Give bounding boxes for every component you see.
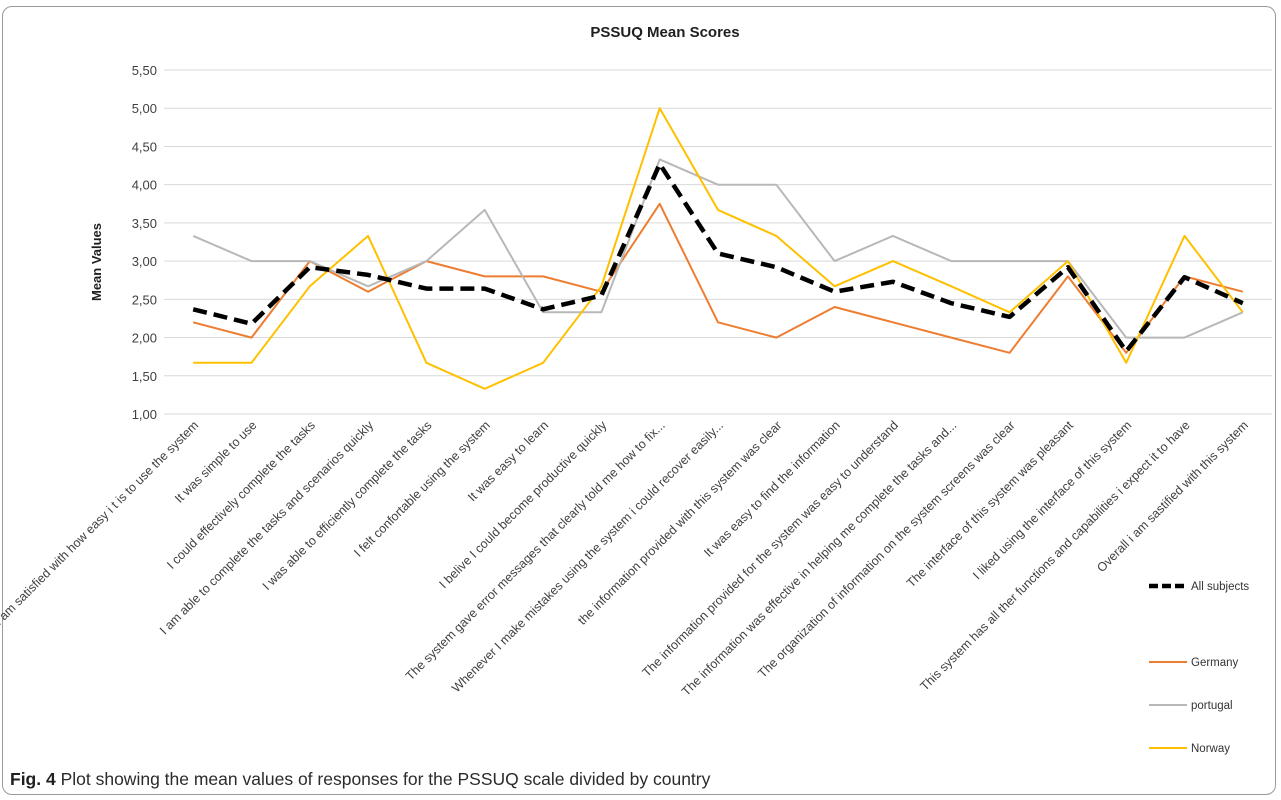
- caption-label: Fig. 4: [10, 769, 56, 789]
- chart-title: PSSUQ Mean Scores: [590, 24, 739, 41]
- y-tick-label: 2,50: [132, 292, 157, 307]
- y-tick-label: 4,50: [132, 139, 157, 154]
- figure-caption: Fig. 4 Plot showing the mean values of r…: [10, 769, 710, 790]
- x-tick-labels: I am satisfied with how easy i t is to u…: [0, 418, 1251, 699]
- series-lines: [192, 107, 1244, 390]
- y-tick-label: 3,00: [132, 254, 157, 269]
- y-tick-label: 1,00: [132, 407, 157, 422]
- y-tick-label: 3,50: [132, 216, 157, 231]
- figure-frame: [2, 6, 1276, 795]
- x-tick-label: Whenever I make mistakes using the syste…: [449, 418, 726, 695]
- legend-label: Norway: [1191, 743, 1230, 755]
- legend-label: All subjects: [1191, 581, 1249, 593]
- x-tick-label: the information provided with this syste…: [575, 418, 784, 627]
- series-line-portugal: [192, 158, 1244, 339]
- legend-label: Germany: [1191, 657, 1239, 669]
- caption-text: Plot showing the mean values of response…: [60, 769, 711, 789]
- y-tick-labels: 1,00 1,50 2,00 2,50 3,00 3,50 4,00 4,50 5,00 5,50: [132, 63, 157, 422]
- series-line-norway: [193, 107, 1244, 390]
- y-tick-label: 1,50: [132, 369, 157, 384]
- y-tick-label: 5,00: [132, 101, 157, 116]
- legend-label: portugal: [1191, 700, 1233, 712]
- x-tick-label: This system has all ther functions and c…: [917, 418, 1192, 693]
- y-tick-label: 5,50: [132, 63, 157, 78]
- legend: All subjects Germany portugal Norway: [1149, 581, 1249, 755]
- y-tick-label: 2,00: [132, 331, 157, 346]
- x-tick-label: I am satisfied with how easy i t is to u…: [0, 418, 201, 628]
- series-line-germany: [192, 202, 1244, 354]
- x-tick-label: The information was effective in helping…: [679, 418, 959, 698]
- series-line-all-subjects: [192, 161, 1244, 354]
- x-tick-label: I am able to complete the tasks and scen…: [157, 418, 377, 638]
- gridlines: [164, 69, 1272, 415]
- y-tick-label: 4,00: [132, 178, 157, 193]
- y-axis-label: Mean Values: [89, 223, 104, 301]
